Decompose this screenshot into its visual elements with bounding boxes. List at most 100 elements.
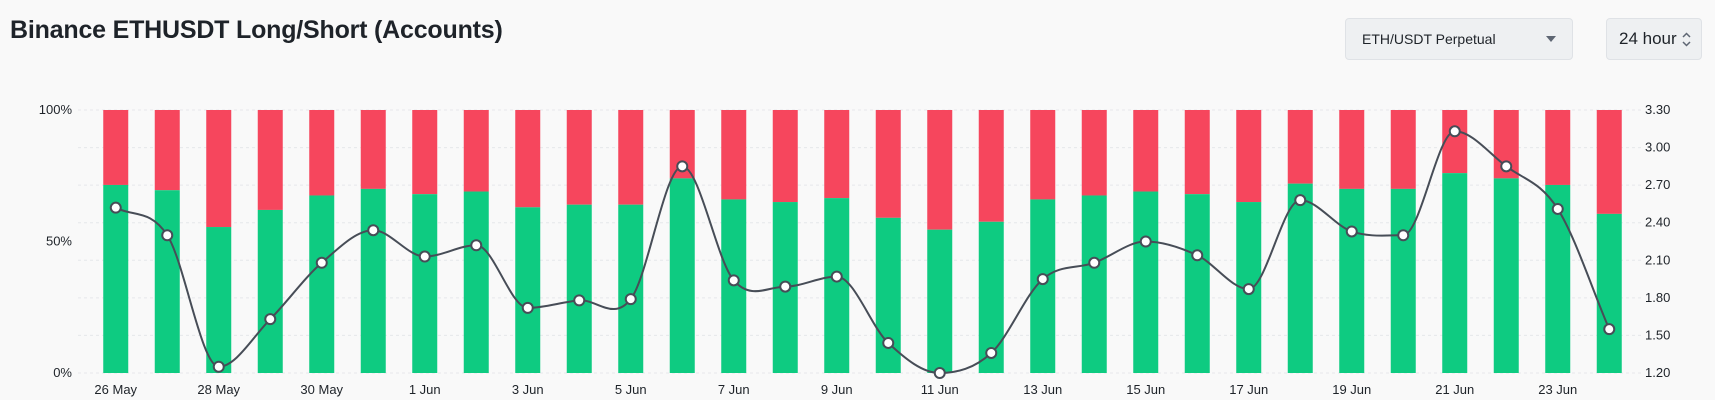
ratio-point: [676, 160, 689, 173]
ratio-point: [1088, 256, 1101, 269]
long-bar: [257, 209, 283, 373]
short-bar: [1339, 110, 1365, 189]
x-tick-label: 11 Jun: [921, 382, 959, 397]
y-right-tick-label: 1.80: [1645, 290, 1670, 305]
short-bar: [1184, 110, 1210, 195]
gridlines: [78, 109, 1643, 374]
ratio-point: [264, 313, 277, 326]
x-tick-label: 28 May: [197, 382, 240, 397]
ratio-point: [1294, 194, 1307, 207]
long-bar: [1030, 199, 1056, 373]
long-bar: [1339, 188, 1365, 373]
long-bar: [463, 191, 489, 373]
short-bar: [257, 110, 283, 210]
ratio-point: [1448, 125, 1461, 138]
long-bar: [669, 178, 695, 373]
up-down-chevron-icon: [1682, 31, 1691, 47]
y-right-tick-label: 2.10: [1645, 252, 1670, 267]
long-bar: [103, 184, 129, 373]
short-bar: [566, 110, 592, 205]
short-bar: [1442, 110, 1468, 174]
ratio-point: [418, 250, 431, 263]
x-tick-label: 26 May: [94, 382, 137, 397]
x-tick-label: 21 Jun: [1435, 382, 1474, 397]
long-bar: [927, 229, 953, 373]
y-right-tick-label: 1.20: [1645, 365, 1670, 380]
y-right-tick-label: 3.30: [1645, 102, 1670, 117]
y-left-tick-label: 0%: [53, 365, 72, 380]
ratio-point: [727, 274, 740, 287]
long-bar: [1596, 213, 1622, 373]
long-bar: [1545, 184, 1571, 373]
x-tick-label: 19 Jun: [1332, 382, 1371, 397]
ratio-point: [1036, 273, 1049, 286]
long-bar: [515, 207, 541, 373]
ratio-line: [115, 130, 1611, 375]
long-bar: [618, 204, 644, 373]
short-bar: [103, 110, 129, 185]
short-bar: [721, 110, 747, 200]
x-tick-label: 7 Jun: [718, 382, 750, 397]
y-right-tick-label: 3.00: [1645, 140, 1670, 155]
ratio-point: [212, 360, 225, 373]
long-bar: [1493, 178, 1519, 373]
ratio-point: [470, 239, 483, 252]
period-select-value: 24 hour: [1619, 29, 1677, 48]
x-tick-label: 15 Jun: [1126, 382, 1165, 397]
x-tick-label: 17 Jun: [1229, 382, 1268, 397]
pair-select-value: ETH/USDT Perpetual: [1362, 31, 1496, 47]
ratio-point: [521, 301, 534, 314]
short-bar: [1545, 110, 1571, 185]
ratio-point: [933, 367, 946, 379]
long-bar: [1442, 173, 1468, 373]
long-bar: [1081, 195, 1107, 373]
short-bar: [463, 110, 489, 192]
short-bar: [618, 110, 644, 205]
short-bar: [1596, 110, 1622, 214]
y-right-tick-label: 2.40: [1645, 215, 1670, 230]
long-bar: [206, 227, 232, 373]
x-tick-label: 13 Jun: [1023, 382, 1062, 397]
short-bar: [978, 110, 1004, 222]
short-bar: [772, 110, 798, 203]
page-title: Binance ETHUSDT Long/Short (Accounts): [10, 16, 503, 44]
long-bar: [309, 195, 335, 373]
ratio-point: [1191, 249, 1204, 262]
ratio-point: [779, 280, 792, 293]
ratio-point: [1139, 235, 1152, 248]
short-bar: [515, 110, 541, 208]
ratio-point: [1551, 202, 1564, 215]
x-tick-label: 1 Jun: [409, 382, 441, 397]
long-bar: [1133, 191, 1159, 373]
ratio-point: [161, 229, 174, 242]
short-bar: [1236, 110, 1262, 203]
long-bar: [824, 198, 850, 373]
short-bar: [927, 110, 953, 230]
ratio-point: [1500, 160, 1513, 173]
ratio-point: [1345, 225, 1358, 238]
short-bar: [1133, 110, 1159, 192]
ratio-point: [985, 346, 998, 359]
short-bar: [875, 110, 901, 218]
long-bar: [154, 190, 180, 373]
long-bar: [1184, 194, 1210, 373]
period-select[interactable]: 24 hour: [1606, 18, 1702, 60]
ratio-point: [830, 270, 843, 283]
chevron-down-icon: [1546, 36, 1556, 42]
short-bar: [1287, 110, 1313, 184]
short-bar: [360, 110, 386, 189]
x-tick-label: 30 May: [300, 382, 343, 397]
pair-select[interactable]: ETH/USDT Perpetual: [1345, 18, 1573, 60]
short-bar: [206, 110, 232, 228]
y-right-tick-label: 2.70: [1645, 177, 1670, 192]
short-bar: [1030, 110, 1056, 200]
x-tick-label: 9 Jun: [821, 382, 853, 397]
short-bar: [1081, 110, 1107, 196]
ratio-point: [367, 224, 380, 237]
ratio-point: [573, 294, 586, 307]
y-left-tick-label: 100%: [39, 102, 73, 117]
x-tick-label: 3 Jun: [512, 382, 544, 397]
x-tick-label: 5 Jun: [615, 382, 647, 397]
ratio-point: [882, 336, 895, 349]
short-bar: [154, 110, 180, 191]
